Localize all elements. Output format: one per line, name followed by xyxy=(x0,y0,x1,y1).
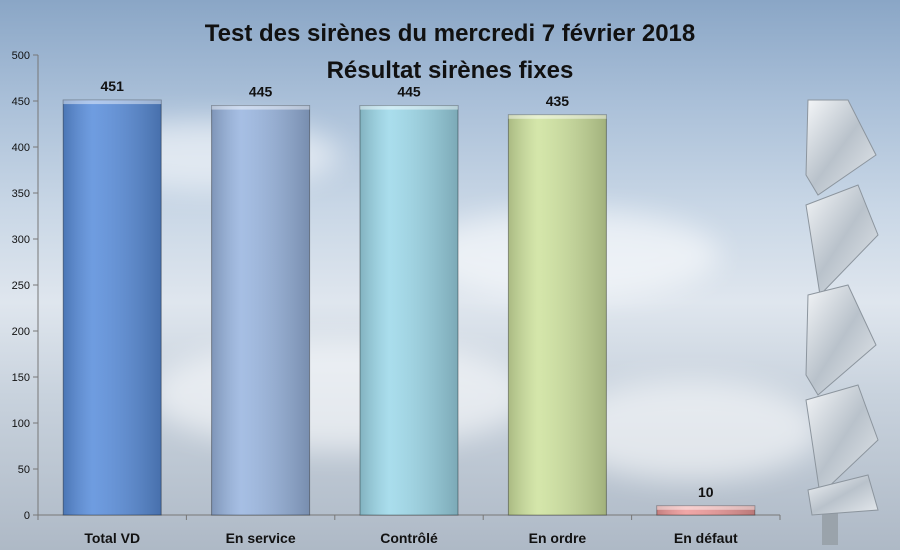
y-tick-label: 500 xyxy=(12,50,30,62)
category-label: Contrôlé xyxy=(380,530,438,546)
bar-shading xyxy=(360,105,458,515)
chart-subtitle: Résultat sirènes fixes xyxy=(326,57,574,84)
bar-top-highlight xyxy=(360,105,458,110)
siren-horns xyxy=(805,99,879,516)
data-label: 445 xyxy=(397,84,421,100)
chart-title: Test des sirènes du mercredi 7 février 2… xyxy=(204,20,696,47)
siren-image xyxy=(805,99,879,545)
y-tick-label: 250 xyxy=(12,280,30,292)
y-tick-label: 0 xyxy=(24,510,30,522)
y-tick-label: 300 xyxy=(12,234,30,246)
bar-top-highlight xyxy=(211,105,310,110)
bar-top-highlight xyxy=(508,114,607,119)
bar-shading xyxy=(211,105,310,515)
axes: 0 50 100 150 200 250 300 350 400 450 500 xyxy=(12,50,781,522)
data-label: 435 xyxy=(546,93,570,109)
bar-top-highlight xyxy=(656,505,755,510)
y-tick-label: 50 xyxy=(18,464,30,476)
category-label: En service xyxy=(226,530,296,546)
y-tick-label: 200 xyxy=(12,326,30,338)
y-tick-label: 400 xyxy=(12,142,30,154)
bar-shading xyxy=(63,100,162,515)
y-tick-label: 150 xyxy=(12,372,30,384)
data-label: 445 xyxy=(249,84,273,100)
y-tick-label: 450 xyxy=(12,96,30,108)
siren-pole xyxy=(822,510,838,545)
bar-shading xyxy=(656,505,755,515)
category-label: En défaut xyxy=(674,530,738,546)
bars xyxy=(62,99,756,516)
labels: 451 Total VD 445 En service 445 Contrôlé 435 En… xyxy=(84,78,738,546)
bar-shading xyxy=(508,114,607,516)
category-label: En ordre xyxy=(529,530,587,546)
y-tick-label: 100 xyxy=(12,418,30,430)
data-label: 451 xyxy=(101,78,125,94)
data-label: 10 xyxy=(698,484,714,500)
category-label: Total VD xyxy=(84,530,140,546)
y-tick-label: 350 xyxy=(12,188,30,200)
bar-top-highlight xyxy=(63,100,162,105)
